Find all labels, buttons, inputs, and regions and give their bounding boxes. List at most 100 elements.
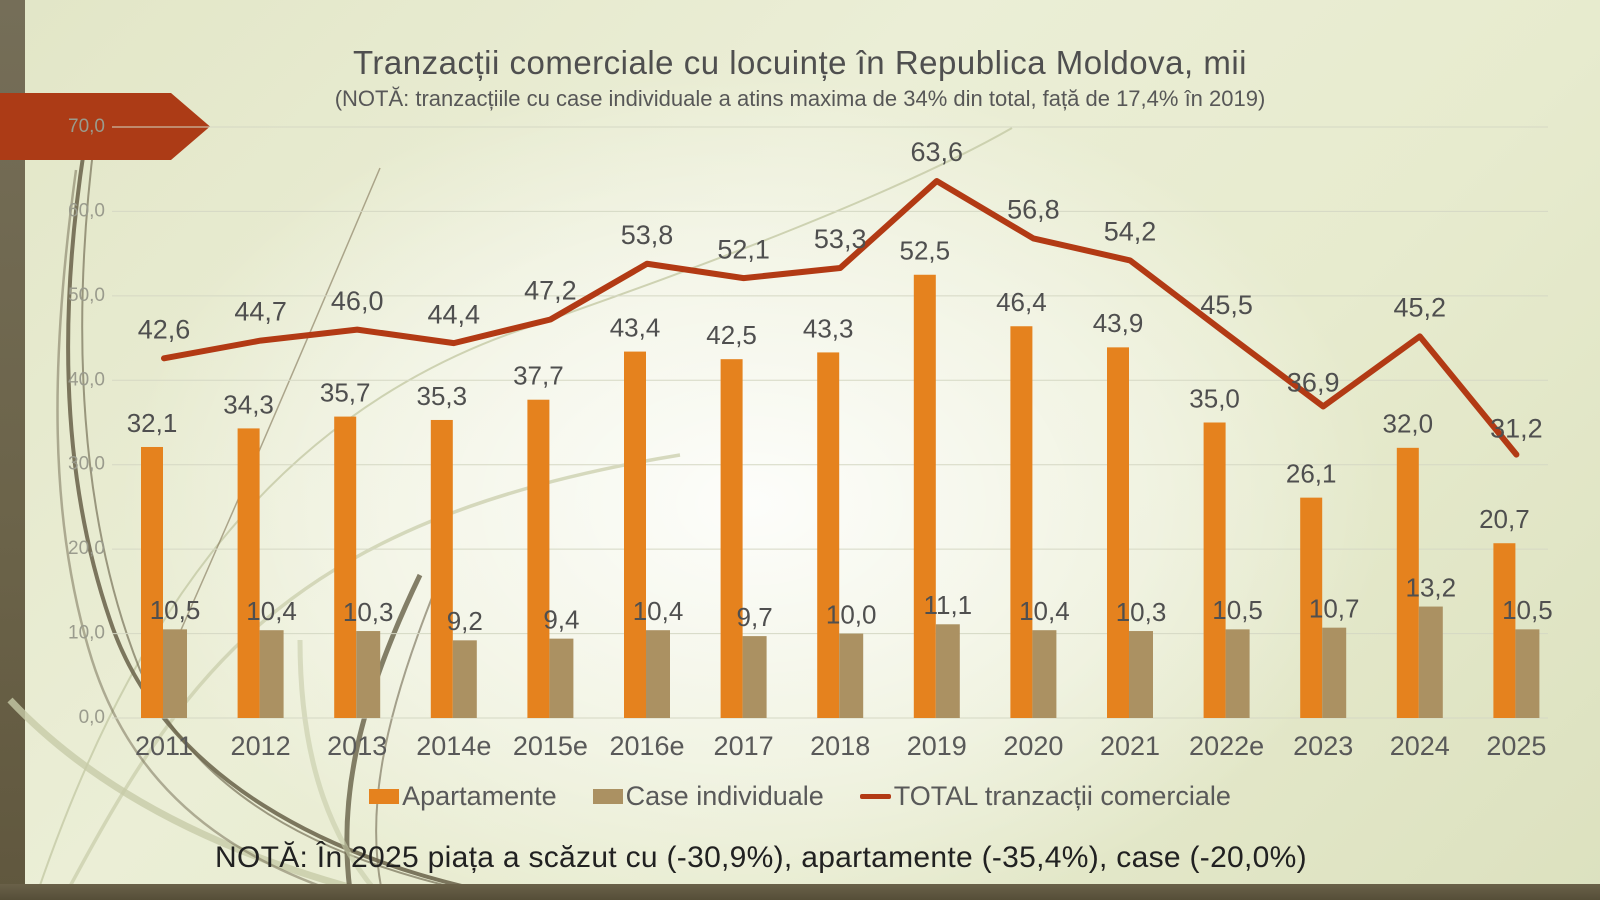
data-label-apartamente: 32,1 <box>127 408 178 438</box>
y-axis-tick-label: 30,0 <box>68 454 105 475</box>
bar-case-individuale <box>452 640 477 718</box>
x-axis-tick-label: 2018 <box>810 731 870 761</box>
bar-apartamente <box>720 359 743 718</box>
data-label-apartamente: 46,4 <box>996 287 1047 317</box>
bar-case-individuale <box>1322 627 1347 718</box>
legend-color-swatch <box>369 789 400 804</box>
data-label-apartamente: 42,5 <box>706 320 757 350</box>
bar-apartamente <box>1493 543 1516 718</box>
data-label-total: 53,8 <box>621 220 674 250</box>
data-label-total: 47,2 <box>524 276 577 306</box>
x-axis-tick-label: 2025 <box>1486 731 1546 761</box>
data-label-case: 10,5 <box>1212 595 1263 625</box>
x-axis-tick-label: 2017 <box>714 731 774 761</box>
bar-case-individuale <box>1515 629 1540 718</box>
x-axis-tick-label: 2023 <box>1293 731 1353 761</box>
x-axis-tick-label: 2016e <box>609 731 684 761</box>
bar-case-individuale <box>356 631 381 718</box>
data-label-case: 10,4 <box>1019 596 1070 626</box>
bar-apartamente <box>334 416 357 718</box>
bar-case-individuale <box>163 629 187 718</box>
x-axis-tick-label: 2021 <box>1100 731 1160 761</box>
x-axis-tick-label: 2020 <box>1003 731 1063 761</box>
bar-apartamente <box>141 446 163 718</box>
data-label-total: 46,0 <box>331 286 384 316</box>
y-axis-tick-label: 40,0 <box>68 369 105 390</box>
bar-apartamente <box>430 419 453 718</box>
bar-apartamente <box>1107 347 1129 718</box>
data-label-case: 10,4 <box>246 596 297 626</box>
legend-line-swatch <box>859 794 891 799</box>
data-label-total: 45,2 <box>1394 293 1447 323</box>
data-label-case: 10,3 <box>343 597 394 627</box>
legend-label: Case individuale <box>625 781 824 811</box>
legend-item: Apartamente <box>369 781 557 812</box>
data-label-total: 45,5 <box>1200 290 1253 320</box>
bar-case-individuale <box>259 630 284 718</box>
bottom-note: NOTĂ: În 2025 piața a scăzut cu (-30,9%)… <box>215 841 1307 874</box>
legend-label: TOTAL tranzacții comerciale <box>893 781 1231 811</box>
data-label-case: 10,0 <box>826 599 877 629</box>
x-axis-tick-label: 2013 <box>327 731 387 761</box>
bar-case-individuale <box>549 638 574 718</box>
bar-case-individuale <box>1032 630 1057 718</box>
y-axis-tick-label: 50,0 <box>68 285 105 306</box>
data-label-apartamente: 37,7 <box>513 361 564 391</box>
data-label-total: 31,2 <box>1490 414 1543 444</box>
data-label-case: 13,2 <box>1405 572 1456 602</box>
legend-item: Case individuale <box>592 781 824 812</box>
chart-title: Tranzacții comerciale cu locuințe în Rep… <box>353 44 1247 81</box>
bar-case-individuale <box>646 630 670 718</box>
data-label-total: 42,6 <box>138 314 191 344</box>
data-label-apartamente: 34,3 <box>223 389 274 419</box>
bar-apartamente <box>913 274 936 718</box>
data-label-total: 52,1 <box>717 234 770 264</box>
y-axis-tick-label: 70,0 <box>68 116 105 137</box>
data-label-case: 11,1 <box>923 590 972 620</box>
data-label-total: 36,9 <box>1287 368 1340 398</box>
bar-case-individuale <box>1225 629 1250 718</box>
bar-apartamente <box>624 351 646 718</box>
total-line <box>161 178 1520 458</box>
data-label-apartamente: 20,7 <box>1479 504 1530 534</box>
data-label-case: 10,5 <box>150 595 201 625</box>
y-axis-tick-label: 60,0 <box>68 200 105 221</box>
bar-case-individuale <box>1418 606 1443 718</box>
bar-apartamente <box>817 352 840 718</box>
data-label-apartamente: 43,4 <box>610 312 661 342</box>
y-axis-tick-label: 0,0 <box>79 707 105 728</box>
legend-label: Apartamente <box>402 781 557 811</box>
data-label-apartamente: 43,9 <box>1093 308 1144 338</box>
data-label-total: 54,2 <box>1104 217 1157 247</box>
legend-color-swatch <box>592 789 623 804</box>
chart-subtitle: (NOTĂ: tranzacțiile cu case individuale … <box>334 86 1266 111</box>
x-axis-tick-label: 2024 <box>1390 731 1450 761</box>
data-label-case: 10,7 <box>1309 594 1360 624</box>
x-axis-tick-label: 2012 <box>231 731 291 761</box>
legend-item: TOTAL tranzacții comerciale <box>859 781 1231 812</box>
data-label-apartamente: 52,5 <box>899 236 950 266</box>
data-label-total: 44,4 <box>428 299 481 329</box>
data-label-apartamente: 26,1 <box>1286 459 1337 489</box>
bar-case-individuale <box>1129 631 1153 718</box>
data-label-case: 10,4 <box>633 596 684 626</box>
x-axis-tick-label: 2022e <box>1189 731 1264 761</box>
bar-apartamente <box>527 399 550 718</box>
data-label-apartamente: 35,3 <box>416 381 467 411</box>
x-axis-tick-label: 2015e <box>513 731 588 761</box>
data-label-apartamente: 35,0 <box>1189 383 1240 413</box>
data-label-apartamente: 32,0 <box>1382 409 1433 439</box>
bar-case-individuale <box>839 633 864 718</box>
bar-apartamente <box>1396 447 1419 718</box>
bar-case-individuale <box>742 636 767 718</box>
bar-apartamente <box>237 428 260 718</box>
y-axis-tick-label: 10,0 <box>68 623 105 644</box>
bar-apartamente <box>1203 422 1226 718</box>
x-axis-tick-label: 2019 <box>907 731 967 761</box>
x-axis-tick-label: 2011 <box>135 731 193 761</box>
bar-apartamente <box>1010 326 1033 718</box>
data-label-total: 63,6 <box>911 137 964 167</box>
data-label-total: 56,8 <box>1007 195 1060 225</box>
data-label-case: 10,3 <box>1116 597 1167 627</box>
bottom-edge-bar <box>0 884 1600 900</box>
